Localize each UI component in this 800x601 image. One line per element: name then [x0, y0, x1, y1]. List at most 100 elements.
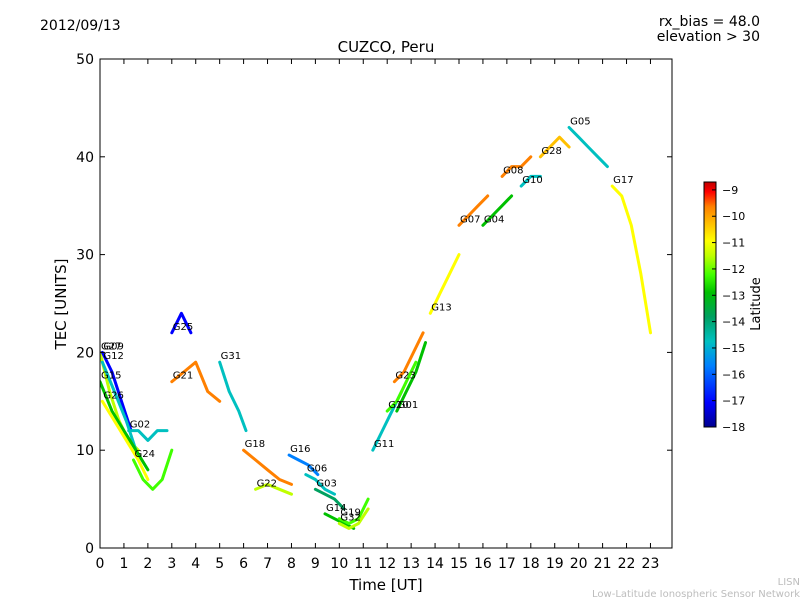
colorbar-tick-label: −13 [722, 289, 745, 302]
y-axis-label: TEC [UNITS] [52, 259, 70, 351]
series-label-g10: G10 [522, 175, 542, 186]
colorbar-ticks: −9 −10 −11 −12 −13 −14 −15 −16 −17 −18 [712, 184, 745, 434]
series-label-g24: G24 [135, 449, 155, 460]
series-line-g31 [218, 360, 248, 433]
elevation-label: elevation > 30 [656, 29, 760, 45]
series-line-g04 [481, 194, 514, 227]
series-line-g25 [170, 311, 193, 335]
x-tick-label: 16 [474, 556, 492, 572]
series-label-g21: G21 [173, 371, 193, 382]
x-tick-label: 20 [570, 556, 588, 572]
series-label-g03: G03 [316, 478, 336, 489]
x-tick-label: 17 [498, 556, 516, 572]
x-tick-label: 22 [618, 556, 636, 572]
series-line-g26 [100, 399, 150, 481]
x-tick-label: 15 [450, 556, 468, 572]
series-label-g08: G08 [503, 165, 523, 176]
series-line-g14 [323, 512, 356, 530]
series-line-g32 [337, 507, 370, 530]
series-line-g02 [127, 429, 169, 442]
x-tick-label: 23 [642, 556, 660, 572]
x-tick-label: 8 [287, 556, 296, 572]
colorbar-tick-label: −14 [722, 316, 745, 329]
series-line-g17 [610, 184, 652, 335]
series-label-g23: G23 [395, 371, 415, 382]
x-tick-label: 4 [191, 556, 200, 572]
series-line-g18 [242, 448, 293, 486]
plot-frame [99, 58, 673, 549]
series-label-g04: G04 [484, 214, 504, 225]
x-tick-label: 5 [215, 556, 224, 572]
y-tick-label: 10 [76, 443, 94, 459]
series-layer [100, 126, 652, 530]
colorbar-tick-label: −16 [722, 368, 745, 381]
series-label-g19: G19 [340, 508, 360, 519]
x-tick-label: 18 [522, 556, 540, 572]
colorbar-tick-label: −15 [722, 342, 745, 355]
colorbar [703, 181, 717, 428]
series-label-g16: G16 [290, 444, 310, 455]
colorbar-tick-label: −17 [722, 395, 745, 408]
chart-title: CUZCO, Peru [338, 38, 435, 56]
series-label-g06: G06 [307, 464, 327, 475]
x-tick-label: 1 [119, 556, 128, 572]
series-line-g19 [337, 497, 370, 525]
series-label-g17: G17 [613, 175, 633, 186]
y-tick-label: 20 [76, 345, 94, 361]
series-label-g12: G12 [103, 351, 123, 362]
series-line-g13 [428, 253, 461, 315]
colorbar-tick-label: −11 [722, 237, 745, 250]
rx-bias-label: rx_bias = 48.0 [658, 14, 760, 30]
series-label-g26: G26 [103, 390, 123, 401]
footer-credit: LISN Low-Latitude Ionospheric Sensor Net… [592, 577, 800, 601]
series-line-g06 [304, 473, 336, 496]
series-label-g27: G27 [101, 341, 121, 352]
y-tick-label: 50 [76, 52, 94, 68]
x-axis-label: Time [UT] [348, 576, 422, 594]
series-line-g01 [395, 341, 427, 413]
y-axis-ticks: 0 10 20 30 40 50 [76, 52, 672, 557]
x-tick-label: 7 [263, 556, 272, 572]
series-label-g09: G09 [103, 341, 123, 352]
series-label-g15: G15 [101, 371, 121, 382]
series-label-g31: G31 [221, 351, 241, 362]
series-line-g10 [519, 174, 542, 188]
colorbar-tick-label: −18 [722, 421, 745, 434]
footer-line-1: LISN [777, 577, 800, 588]
colorbar-tick-label: −10 [722, 210, 745, 223]
series-line-g22 [254, 482, 293, 496]
series-line-g05 [567, 126, 609, 169]
x-tick-label: 12 [378, 556, 396, 572]
colorbar-tick-label: −9 [722, 184, 738, 197]
series-label-g11: G11 [374, 439, 394, 450]
series-line-g23 [392, 331, 425, 384]
series-line-g28 [538, 135, 571, 159]
colorbar-label: Latitude [749, 277, 764, 331]
x-tick-label: 19 [546, 556, 564, 572]
series-label-g01: G01 [398, 400, 418, 411]
colorbar-tick-label: −12 [722, 263, 745, 276]
x-tick-label: 6 [239, 556, 248, 572]
series-line-g08 [500, 155, 533, 178]
series-label-g13: G13 [431, 302, 451, 313]
y-tick-label: 30 [76, 248, 94, 264]
x-tick-label: 2 [143, 556, 152, 572]
x-tick-label: 3 [167, 556, 176, 572]
x-tick-label: 14 [426, 556, 444, 572]
series-label-g20: G20 [388, 400, 408, 411]
series-label-g07: G07 [460, 214, 480, 225]
series-line-g21 [170, 360, 222, 403]
series-line-g20 [385, 360, 418, 413]
x-tick-label: 9 [311, 556, 320, 572]
x-tick-label: 10 [330, 556, 348, 572]
series-line-g15 [100, 380, 150, 472]
x-tick-label: 21 [594, 556, 612, 572]
series-line-g03 [313, 487, 346, 511]
series-line-g09 [100, 350, 133, 433]
series-line-g24 [132, 448, 174, 491]
series-label-g22: G22 [257, 478, 277, 489]
y-tick-label: 0 [85, 541, 94, 557]
series-line-g07 [457, 194, 490, 227]
